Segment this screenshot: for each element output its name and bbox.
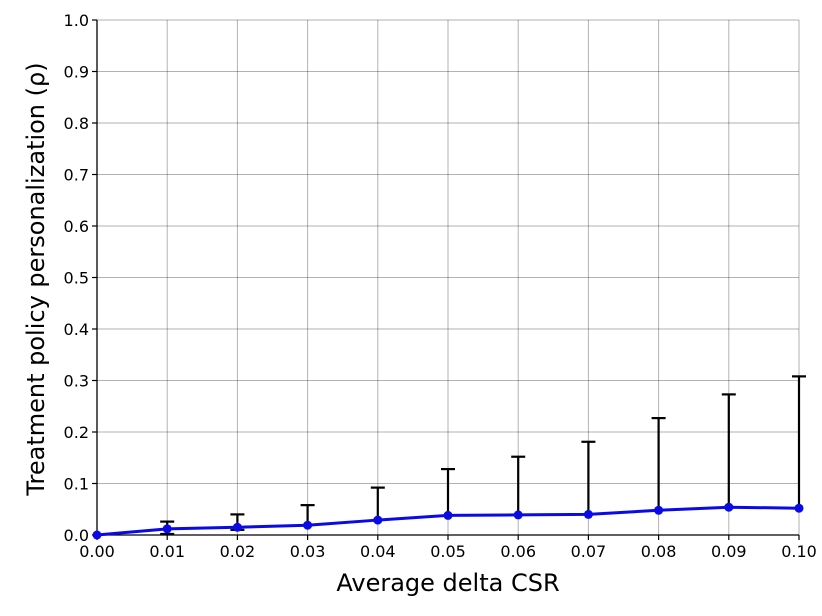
x-tick-label: 0.01 — [149, 542, 185, 561]
error-bars — [160, 375, 806, 536]
data-point — [443, 510, 453, 520]
data-point — [794, 503, 804, 513]
x-axis-title: Average delta CSR — [336, 569, 559, 597]
x-tick-label: 0.08 — [641, 542, 677, 561]
x-axis-ticks: 0.00 0.01 0.02 0.03 0.04 0.05 0.06 0.07 0.08 0.09… — [79, 535, 817, 561]
x-tick-label: 0.03 — [290, 542, 326, 561]
y-tick-label: 0.9 — [64, 63, 89, 82]
y-tick-label: 0.1 — [64, 475, 89, 494]
x-tick-label: 0.07 — [571, 542, 607, 561]
data-point — [513, 510, 523, 520]
y-tick-label: 1.0 — [64, 11, 89, 30]
data-point — [232, 522, 242, 532]
data-point — [373, 515, 383, 525]
data-point — [303, 520, 313, 530]
x-tick-label: 0.10 — [781, 542, 817, 561]
y-tick-label: 0.2 — [64, 423, 89, 442]
data-point — [654, 505, 664, 515]
x-tick-label: 0.00 — [79, 542, 115, 561]
x-tick-label: 0.05 — [430, 542, 466, 561]
data-point — [162, 524, 172, 534]
y-tick-label: 0.8 — [64, 114, 89, 133]
y-tick-label: 0.7 — [64, 166, 89, 185]
grid — [96, 19, 800, 536]
y-tick-label: 0.4 — [64, 320, 89, 339]
x-tick-label: 0.09 — [711, 542, 747, 561]
y-tick-label: 0.0 — [64, 526, 89, 545]
data-point — [92, 530, 102, 540]
y-tick-label: 0.6 — [64, 217, 89, 236]
x-tick-label: 0.06 — [500, 542, 536, 561]
y-tick-label: 0.3 — [64, 372, 89, 391]
data-point — [583, 509, 593, 519]
y-axis-ticks: 0.0 0.1 0.2 0.3 0.4 0.5 0.6 0.7 0.8 0.9 1.0 — [64, 11, 97, 545]
series — [92, 502, 804, 540]
y-axis-title: Treatment policy personalization (ρ) — [22, 62, 50, 496]
y-tick-label: 0.5 — [64, 269, 89, 288]
data-point — [724, 502, 734, 512]
x-tick-label: 0.04 — [360, 542, 396, 561]
x-tick-label: 0.02 — [220, 542, 256, 561]
